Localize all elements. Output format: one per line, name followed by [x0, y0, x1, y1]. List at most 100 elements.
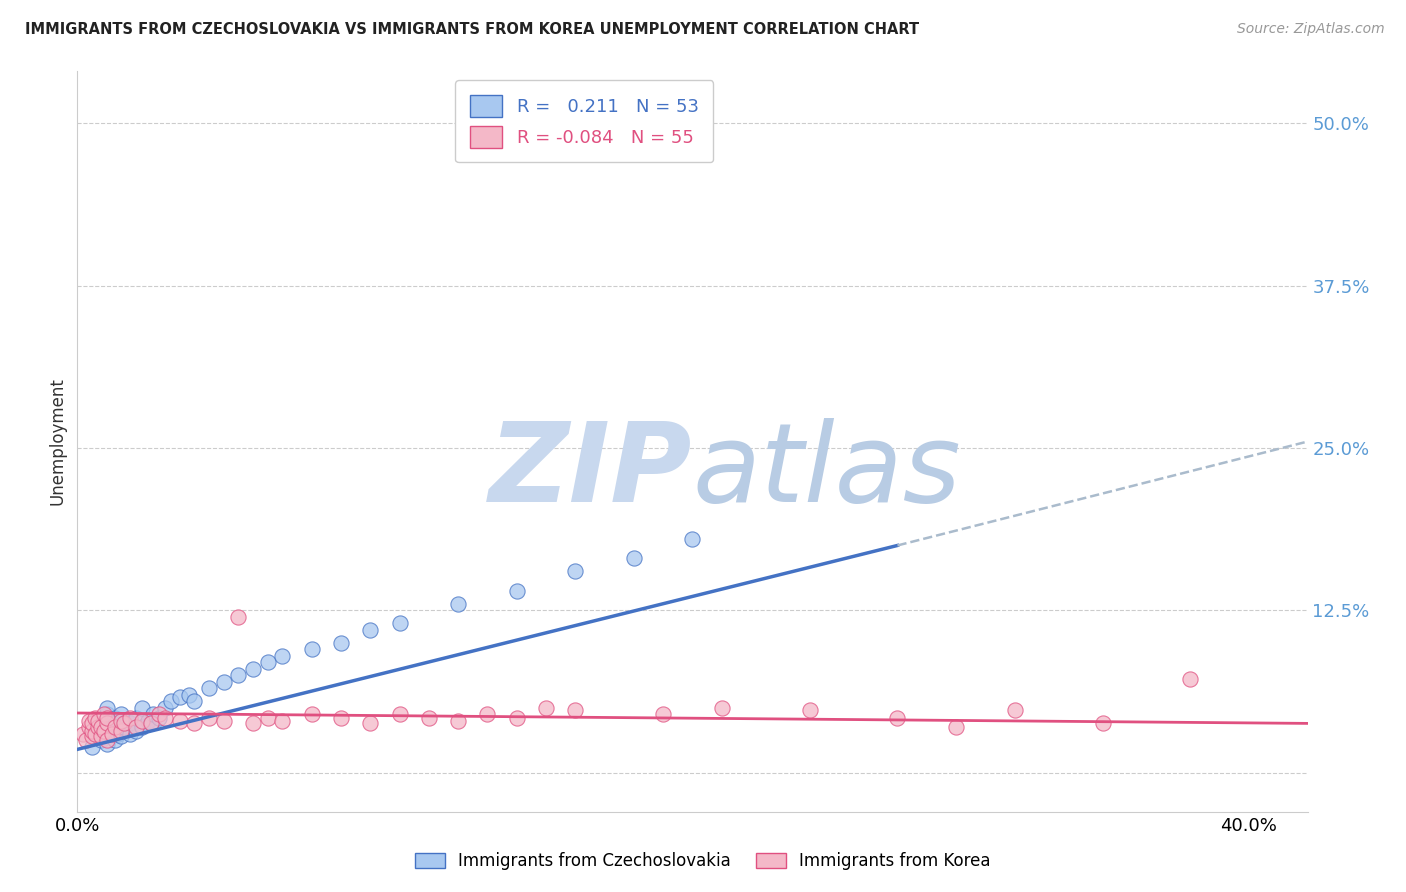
Point: [120, 727, 141, 741]
Point: [1091, 716, 1114, 731]
Point: [945, 720, 967, 734]
Point: [131, 701, 153, 715]
Point: [90, 720, 112, 734]
Point: [131, 714, 153, 728]
Point: [112, 720, 135, 734]
Text: Source: ZipAtlas.com: Source: ZipAtlas.com: [1237, 22, 1385, 37]
Point: [534, 701, 557, 715]
Point: [112, 716, 135, 731]
Point: [107, 727, 129, 741]
Point: [447, 714, 470, 728]
Point: [80, 724, 103, 739]
Point: [142, 707, 165, 722]
Point: [96, 701, 118, 715]
Point: [506, 583, 529, 598]
Point: [1180, 672, 1202, 686]
Point: [120, 711, 141, 725]
Point: [101, 727, 124, 741]
Point: [228, 610, 250, 624]
Point: [228, 668, 250, 682]
Point: [90, 720, 112, 734]
Point: [623, 551, 645, 566]
Point: [96, 733, 118, 747]
Point: [72, 727, 94, 741]
Point: [110, 730, 132, 744]
Point: [90, 733, 112, 747]
Point: [388, 616, 411, 631]
Point: [301, 707, 323, 722]
Point: [125, 711, 148, 725]
Point: [447, 597, 470, 611]
Point: [329, 711, 352, 725]
Point: [564, 565, 586, 579]
Point: [256, 656, 278, 670]
Point: [388, 707, 411, 722]
Point: [93, 714, 115, 728]
Legend: Immigrants from Czechoslovakia, Immigrants from Korea: Immigrants from Czechoslovakia, Immigran…: [408, 846, 998, 877]
Point: [84, 727, 107, 741]
Point: [110, 714, 132, 728]
Point: [104, 711, 127, 725]
Point: [550, 116, 572, 130]
Point: [212, 674, 235, 689]
Point: [77, 714, 100, 728]
Point: [87, 714, 110, 728]
Point: [96, 707, 118, 722]
Point: [90, 730, 112, 744]
Point: [359, 623, 381, 637]
Point: [87, 720, 110, 734]
Point: [139, 716, 162, 731]
Point: [80, 739, 103, 754]
Point: [682, 532, 704, 546]
Point: [93, 724, 115, 739]
Point: [93, 707, 115, 722]
Point: [212, 714, 235, 728]
Point: [169, 690, 191, 705]
Point: [115, 714, 138, 728]
Point: [564, 703, 586, 717]
Point: [110, 720, 132, 734]
Point: [359, 716, 381, 731]
Point: [93, 730, 115, 744]
Point: [477, 707, 499, 722]
Point: [271, 648, 294, 663]
Point: [96, 714, 118, 728]
Point: [120, 716, 141, 731]
Point: [506, 711, 529, 725]
Point: [418, 711, 440, 725]
Point: [104, 720, 127, 734]
Point: [77, 720, 100, 734]
Point: [96, 737, 118, 751]
Point: [799, 703, 821, 717]
Text: IMMIGRANTS FROM CZECHOSLOVAKIA VS IMMIGRANTS FROM KOREA UNEMPLOYMENT CORRELATION: IMMIGRANTS FROM CZECHOSLOVAKIA VS IMMIGR…: [25, 22, 920, 37]
Point: [96, 727, 118, 741]
Point: [104, 733, 127, 747]
Point: [160, 694, 183, 708]
Legend: R =   0.211   N = 53, R = -0.084   N = 55: R = 0.211 N = 53, R = -0.084 N = 55: [456, 80, 713, 162]
Point: [183, 716, 205, 731]
Point: [710, 701, 733, 715]
Point: [101, 724, 124, 739]
Point: [183, 694, 205, 708]
Point: [271, 714, 294, 728]
Point: [169, 714, 191, 728]
Point: [301, 642, 323, 657]
Point: [1004, 703, 1026, 717]
Point: [80, 730, 103, 744]
Point: [125, 720, 148, 734]
Point: [87, 727, 110, 741]
Point: [242, 716, 264, 731]
Point: [84, 711, 107, 725]
Point: [75, 733, 97, 747]
Point: [110, 724, 132, 739]
Point: [96, 711, 118, 725]
Y-axis label: Unemployment: Unemployment: [48, 377, 66, 506]
Point: [242, 662, 264, 676]
Point: [177, 688, 200, 702]
Point: [110, 707, 132, 722]
Point: [148, 707, 170, 722]
Point: [125, 724, 148, 739]
Point: [96, 716, 118, 731]
Point: [256, 711, 278, 725]
Point: [886, 711, 908, 725]
